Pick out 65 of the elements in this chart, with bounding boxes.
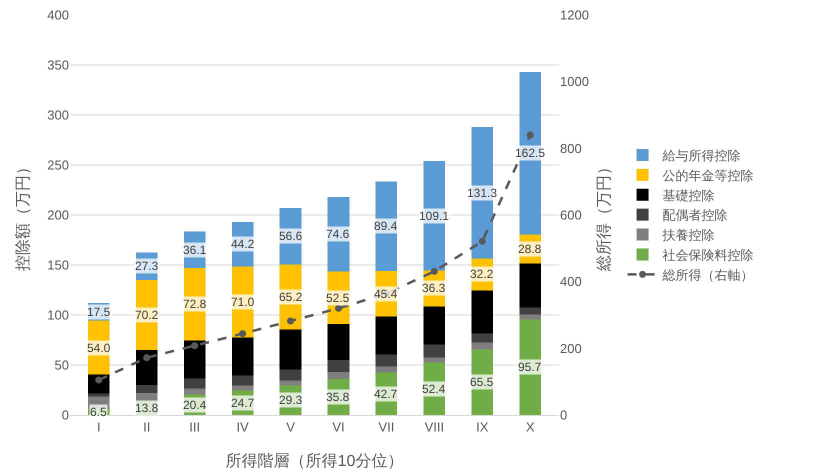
data-label: 42.7 (374, 387, 398, 401)
y2-tick-label: 200 (560, 340, 582, 356)
data-label: 20.4 (183, 398, 207, 412)
y2-axis-title: 総所得（万円） (595, 159, 613, 272)
y-tick-label: 100 (47, 308, 69, 323)
y2-tick-label: 600 (560, 208, 582, 223)
data-label: 35.8 (326, 390, 350, 404)
data-label: 131.3 (467, 186, 498, 200)
data-label: 44.2 (231, 237, 255, 251)
data-label: 72.8 (183, 297, 207, 311)
data-label: 13.8 (135, 401, 159, 415)
legend-label: 総所得（右軸） (662, 267, 754, 282)
y2-tick-label: 0 (560, 408, 568, 423)
x-tick-label: VI (332, 420, 345, 435)
y-tick-label: 250 (47, 158, 69, 173)
data-label: 71.0 (231, 295, 255, 309)
y-tick-label: 200 (47, 208, 69, 223)
x-axis-title: 所得階層（所得10分位） (226, 452, 404, 470)
data-label: 6.5 (90, 405, 108, 419)
y-axis-title: 控除額（万円） (14, 159, 32, 271)
data-label: 65.2 (279, 290, 303, 304)
data-label: 56.6 (279, 229, 303, 243)
data-label: 32.2 (470, 267, 494, 281)
x-tick-label: IV (236, 420, 250, 435)
data-label: 36.3 (422, 281, 446, 295)
data-label: 70.2 (135, 308, 159, 322)
legend-label: 給与所得控除 (662, 148, 741, 164)
data-label: 95.7 (518, 360, 542, 374)
y-tick-label: 300 (47, 108, 69, 123)
data-label: 109.1 (419, 209, 450, 223)
data-label: 89.4 (374, 219, 398, 233)
data-label: 74.6 (326, 227, 350, 241)
y2-tick-label: 400 (560, 274, 582, 290)
x-tick-label: I (96, 420, 101, 435)
data-label: 54.0 (87, 341, 111, 355)
data-label: 52.5 (326, 291, 350, 305)
data-label: 24.7 (231, 396, 255, 410)
data-label: 36.1 (183, 243, 207, 257)
y2-tick-label: 800 (560, 140, 582, 156)
legend-label: 配偶者控除 (662, 208, 728, 223)
y2-tick-label: 1200 (560, 8, 589, 23)
x-tick-label: II (143, 420, 150, 435)
x-tick-label: III (189, 420, 200, 435)
x-tick-label: VII (378, 420, 394, 435)
data-label: 52.4 (422, 382, 446, 396)
x-tick-label: VIII (424, 420, 444, 435)
y-tick-label: 0 (62, 408, 69, 423)
data-label: 162.5 (515, 146, 546, 160)
data-label: 27.3 (135, 259, 159, 273)
x-tick-label: X (526, 420, 535, 435)
data-label: 28.8 (518, 242, 542, 256)
x-tick-label: IX (476, 420, 489, 435)
data-label: 17.5 (87, 305, 111, 319)
x-tick-label: V (286, 420, 296, 435)
legend-label: 基礎控除 (662, 188, 715, 203)
y-tick-label: 400 (47, 8, 69, 23)
legend-label: 公的年金等控除 (662, 168, 754, 183)
legend-label: 扶養控除 (662, 228, 715, 243)
data-label: 65.5 (470, 375, 494, 389)
y-tick-label: 150 (47, 258, 69, 273)
legend-label: 社会保険料控除 (662, 248, 754, 263)
y2-tick-label: 1000 (560, 74, 589, 90)
data-label: 29.3 (279, 393, 303, 407)
y-tick-label: 350 (47, 58, 69, 73)
y-tick-label: 50 (54, 358, 69, 373)
